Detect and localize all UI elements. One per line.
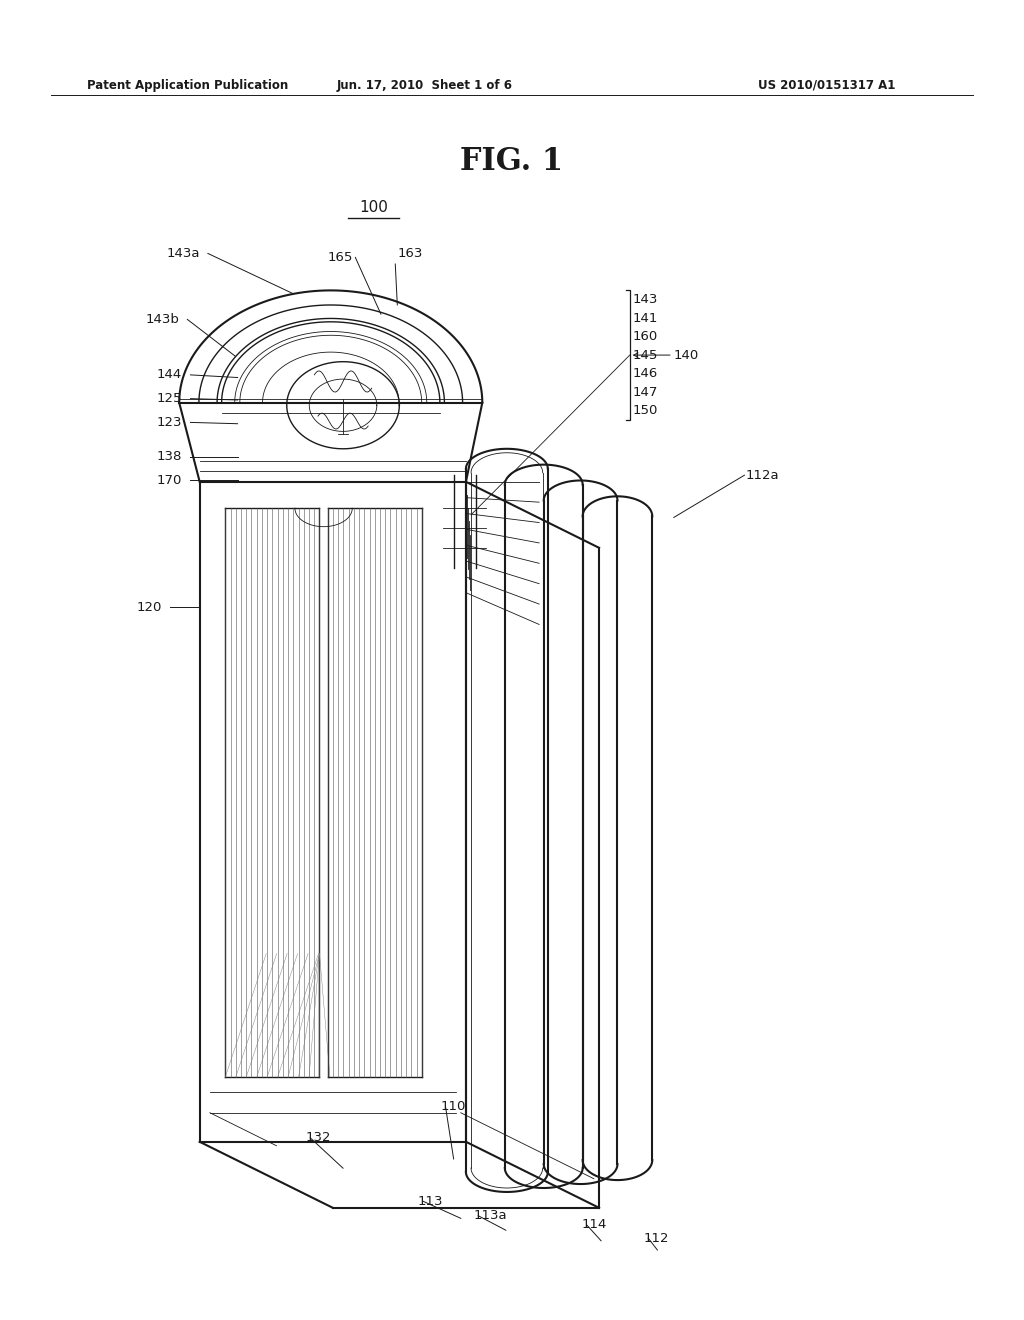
Text: 147: 147 <box>633 385 658 399</box>
Text: 144: 144 <box>157 368 182 381</box>
Text: 138: 138 <box>157 450 182 463</box>
Text: 143a: 143a <box>166 247 200 260</box>
Text: 125: 125 <box>157 392 182 405</box>
Text: 100: 100 <box>359 199 388 215</box>
Text: 113: 113 <box>418 1195 443 1208</box>
Text: 145: 145 <box>633 348 658 362</box>
Text: 160: 160 <box>633 330 658 343</box>
Text: 150: 150 <box>633 404 658 417</box>
Text: 123: 123 <box>157 416 182 429</box>
Text: 110: 110 <box>440 1100 466 1113</box>
Text: Patent Application Publication: Patent Application Publication <box>87 79 289 91</box>
Text: Jun. 17, 2010  Sheet 1 of 6: Jun. 17, 2010 Sheet 1 of 6 <box>337 79 513 91</box>
Text: 112a: 112a <box>745 469 779 482</box>
Text: 165: 165 <box>328 251 353 264</box>
Text: FIG. 1: FIG. 1 <box>461 145 563 177</box>
Text: 113a: 113a <box>473 1209 507 1222</box>
Text: 112: 112 <box>643 1232 669 1245</box>
Text: 114: 114 <box>582 1218 607 1232</box>
Text: 132: 132 <box>305 1131 331 1144</box>
Text: 163: 163 <box>397 247 423 260</box>
Text: 143b: 143b <box>145 313 179 326</box>
Text: US 2010/0151317 A1: US 2010/0151317 A1 <box>758 79 895 91</box>
Text: 170: 170 <box>157 474 182 487</box>
Text: 140: 140 <box>674 348 699 362</box>
Text: 120: 120 <box>136 601 162 614</box>
Text: 143: 143 <box>633 293 658 306</box>
Text: 146: 146 <box>633 367 658 380</box>
Text: 141: 141 <box>633 312 658 325</box>
